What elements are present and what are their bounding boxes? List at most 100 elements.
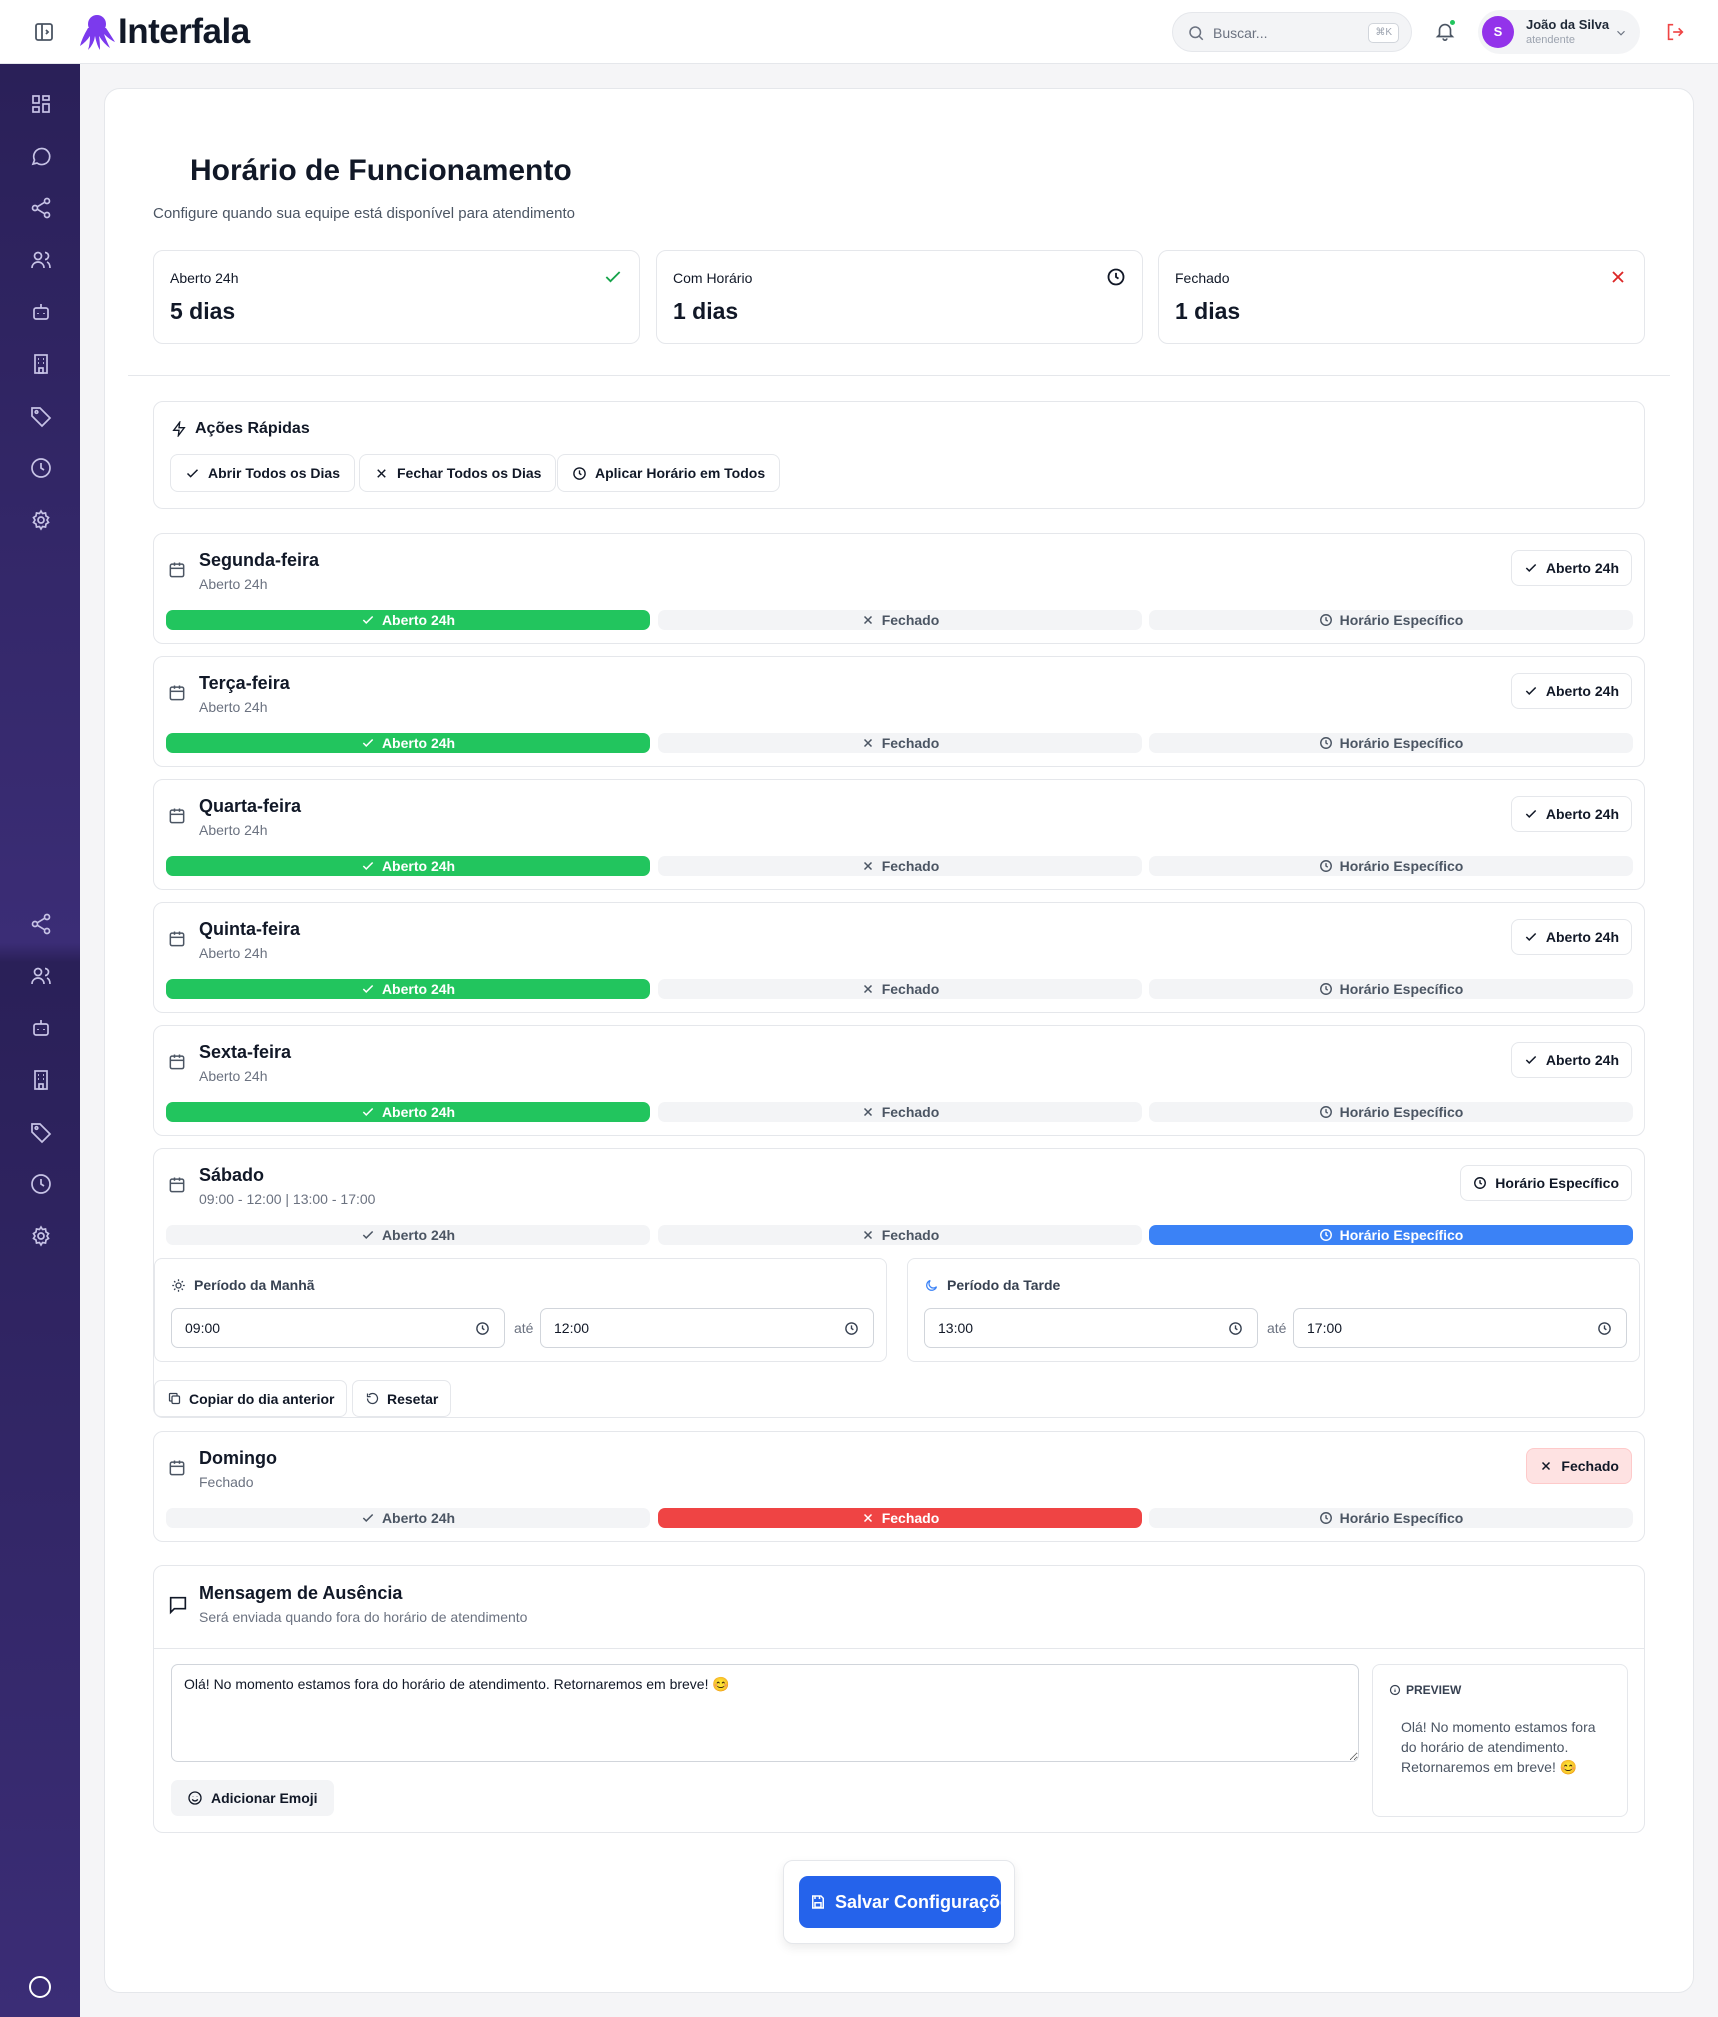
mode-option-closed[interactable]: Fechado (658, 979, 1142, 999)
bell-icon[interactable] (1434, 20, 1456, 42)
building-icon[interactable] (29, 352, 53, 376)
mode-option-open[interactable]: Aberto 24h (166, 733, 650, 753)
x-icon (861, 1105, 875, 1119)
away-message-textarea[interactable]: Olá! No momento estamos fora do horário … (171, 1664, 1359, 1762)
sidebar-toggle-icon[interactable] (32, 20, 56, 44)
search-input[interactable] (1213, 23, 1343, 43)
calendar-icon (167, 1052, 187, 1072)
mode-option-closed[interactable]: Fechado (658, 1508, 1142, 1528)
day-status-badge[interactable]: Aberto 24h (1510, 550, 1632, 586)
share-icon[interactable] (29, 912, 53, 936)
settings-icon[interactable] (29, 1224, 53, 1248)
status-circle-icon[interactable] (29, 1976, 51, 1998)
day-status-badge[interactable]: Fechado (1526, 1448, 1632, 1484)
divider (128, 375, 1670, 376)
mode-option-open[interactable]: Aberto 24h (166, 610, 650, 630)
x-icon (861, 613, 875, 627)
page-title: Horário de Funcionamento (190, 154, 572, 187)
stat-label: Com Horário (673, 270, 753, 286)
until-label: até (514, 1320, 534, 1336)
day-name: Domingo (199, 1448, 277, 1468)
moon-icon (924, 1278, 939, 1293)
day-status-badge[interactable]: Aberto 24h (1510, 673, 1632, 709)
add-emoji-button[interactable]: Adicionar Emoji (171, 1780, 334, 1816)
day-name: Sábado (199, 1165, 265, 1185)
day-status-badge[interactable]: Aberto 24h (1510, 919, 1632, 955)
morning-end-input[interactable]: 12:00 (540, 1308, 874, 1348)
mode-option-open[interactable]: Aberto 24h (166, 979, 650, 999)
day-name: Quinta-feira (199, 919, 301, 939)
user-name: João da Silva (1526, 17, 1610, 32)
mode-option-open[interactable]: Aberto 24h (166, 1508, 650, 1528)
save-settings-button[interactable]: Salvar Configurações (799, 1876, 1001, 1928)
building-icon[interactable] (29, 1068, 53, 1092)
copy-previous-day-button[interactable]: Copiar do dia anterior (154, 1380, 348, 1417)
day-status: Aberto 24h (199, 1068, 268, 1084)
morning-start-input[interactable]: 09:00 (171, 1308, 505, 1348)
mode-option-closed[interactable]: Fechado (658, 856, 1142, 876)
day-status-badge[interactable]: Aberto 24h (1510, 796, 1632, 832)
away-message-subtitle: Será enviada quando fora do horário de a… (199, 1609, 528, 1625)
check-icon (1524, 561, 1538, 575)
day-name: Segunda-feira (199, 550, 320, 570)
dashboard-icon[interactable] (29, 92, 53, 116)
mode-option-open[interactable]: Aberto 24h (166, 1102, 650, 1122)
x-icon (861, 982, 875, 996)
bot-icon[interactable] (29, 1016, 53, 1040)
afternoon-end-input[interactable]: 17:00 (1293, 1308, 1627, 1348)
day-status-badge[interactable]: Horário Específico (1460, 1165, 1632, 1201)
close-all-days-button[interactable]: Fechar Todos os Dias (359, 454, 557, 492)
message-preview: PREVIEW Olá! No momento estamos fora do … (1372, 1664, 1628, 1817)
mode-option-specific[interactable]: Horário Específico (1149, 610, 1633, 630)
morning-period: Período da Manhã 09:00 até 12:00 (154, 1258, 887, 1362)
day-status-badge[interactable]: Aberto 24h (1510, 1042, 1632, 1078)
divider (154, 1648, 1644, 1649)
mode-option-closed[interactable]: Fechado (658, 1225, 1142, 1245)
mode-option-open[interactable]: Aberto 24h (166, 1225, 650, 1245)
afternoon-period: Período da Tarde 13:00 até 17:00 (907, 1258, 1640, 1362)
copy-icon (167, 1391, 182, 1406)
tag-icon[interactable] (29, 1120, 53, 1144)
clock-icon[interactable] (29, 456, 53, 480)
logout-icon[interactable] (1664, 21, 1686, 43)
search-box[interactable]: ⌘K (1172, 12, 1412, 52)
mode-option-closed[interactable]: Fechado (658, 1102, 1142, 1122)
settings-icon[interactable] (29, 508, 53, 532)
day-status: 09:00 - 12:00 | 13:00 - 17:00 (199, 1191, 376, 1207)
check-icon (1524, 807, 1538, 821)
open-all-days-button[interactable]: Abrir Todos os Dias (170, 454, 355, 492)
mode-option-specific[interactable]: Horário Específico (1149, 1508, 1633, 1528)
logo[interactable]: Interfala (78, 12, 250, 52)
check-icon (361, 859, 375, 873)
afternoon-start-input[interactable]: 13:00 (924, 1308, 1258, 1348)
tag-icon[interactable] (29, 404, 53, 428)
mode-option-specific[interactable]: Horário Específico (1149, 1225, 1633, 1245)
x-icon (861, 1511, 875, 1525)
apply-schedule-all-button[interactable]: Aplicar Horário em Todos (557, 454, 781, 492)
morning-period-title: Período da Manhã (171, 1277, 315, 1293)
stat-value: 5 dias (170, 298, 236, 324)
reset-button[interactable]: Resetar (352, 1380, 452, 1417)
mode-option-open[interactable]: Aberto 24h (166, 856, 650, 876)
away-message-card: Mensagem de Ausência Será enviada quando… (153, 1565, 1645, 1833)
mode-option-closed[interactable]: Fechado (658, 610, 1142, 630)
sun-icon (171, 1278, 186, 1293)
users-icon[interactable] (29, 248, 53, 272)
mode-option-specific[interactable]: Horário Específico (1149, 856, 1633, 876)
mode-option-specific[interactable]: Horário Específico (1149, 979, 1633, 999)
day-name: Sexta-feira (199, 1042, 292, 1062)
share-icon[interactable] (29, 196, 53, 220)
clock-icon (1319, 982, 1333, 996)
users-icon[interactable] (29, 964, 53, 988)
avatar: S (1482, 16, 1514, 48)
stat-value: 1 dias (1175, 298, 1241, 324)
mode-option-specific[interactable]: Horário Específico (1149, 733, 1633, 753)
check-icon (361, 613, 375, 627)
save-bar: Salvar Configurações (783, 1860, 1015, 1944)
chat-icon[interactable] (29, 144, 53, 168)
user-menu[interactable]: S João da Silva atendente (1478, 10, 1640, 54)
bot-icon[interactable] (29, 300, 53, 324)
clock-icon[interactable] (29, 1172, 53, 1196)
mode-option-closed[interactable]: Fechado (658, 733, 1142, 753)
mode-option-specific[interactable]: Horário Específico (1149, 1102, 1633, 1122)
